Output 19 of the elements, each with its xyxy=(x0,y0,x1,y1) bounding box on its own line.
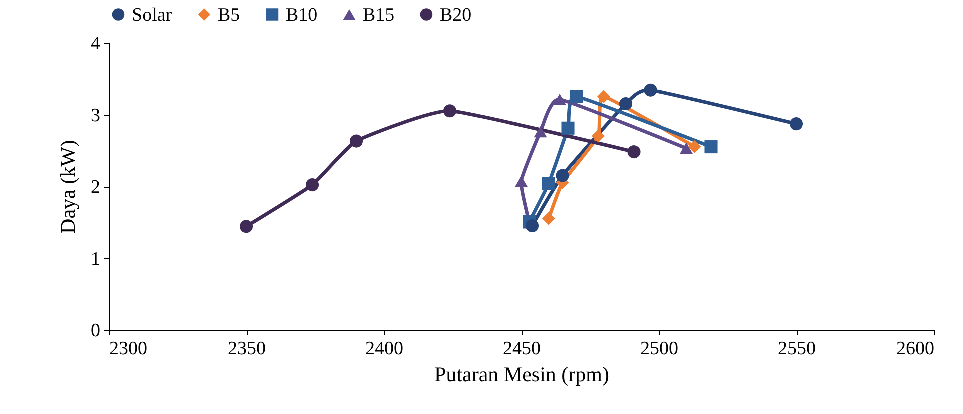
x-axis-title: Putaran Mesin (rpm) xyxy=(434,362,610,386)
x-tick-label: 2550 xyxy=(778,338,816,360)
x-tick-label: 2400 xyxy=(366,338,404,360)
y-tick-label: 1 xyxy=(91,248,100,270)
y-tick-label: 4 xyxy=(91,34,101,54)
legend-label: Solar xyxy=(132,4,173,26)
x-tick-label: 2600 xyxy=(896,338,934,360)
y-tick-label: 0 xyxy=(91,320,100,342)
legend-label: B5 xyxy=(218,4,240,26)
legend-label: B20 xyxy=(440,4,472,26)
y-tick-label: 3 xyxy=(91,105,100,126)
x-tick-label: 2350 xyxy=(228,338,266,360)
x-tick-label: 2450 xyxy=(503,338,541,360)
legend-label: B15 xyxy=(363,4,395,26)
x-tick-label: 2500 xyxy=(640,338,678,360)
x-tick-label: 2300 xyxy=(110,338,148,360)
legend-label: B10 xyxy=(286,4,318,26)
y-tick-label: 2 xyxy=(91,177,100,198)
y-axis-title: Daya (kW) xyxy=(56,140,80,234)
